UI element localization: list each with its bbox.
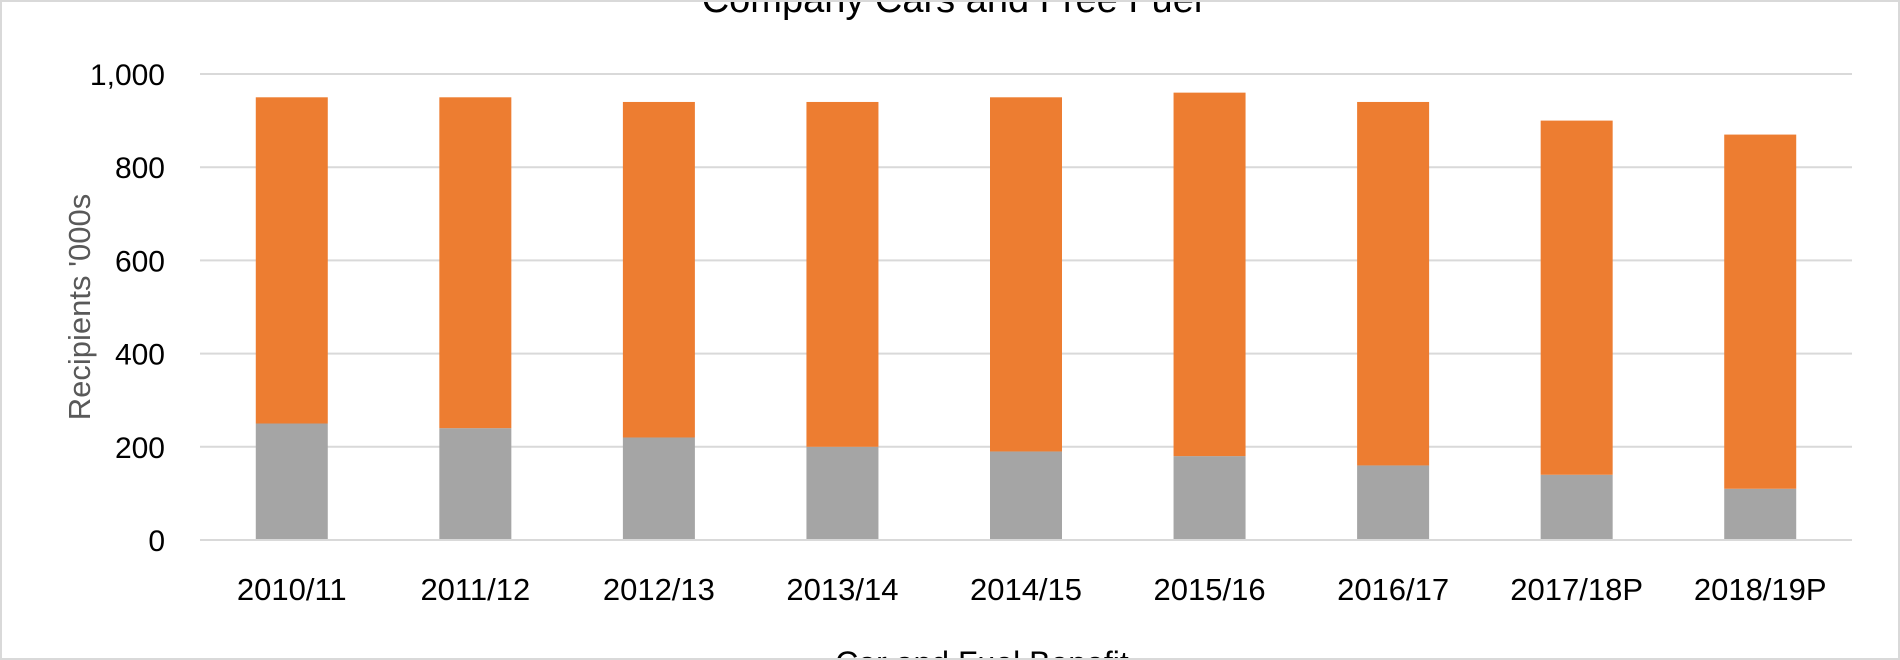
bar-series-1-2012-13 xyxy=(622,437,695,540)
x-tick-label: 2013/14 xyxy=(786,572,898,607)
bar-series-1-2013-14 xyxy=(806,446,879,540)
bars xyxy=(255,92,1797,540)
x-axis-label: Car and Fuel Benefit xyxy=(835,645,1129,658)
bar-series-1-2016-17 xyxy=(1357,465,1430,540)
y-axis-label: Recipients '000s xyxy=(62,194,97,421)
chart-title: Company Cars and Free Fuel xyxy=(702,2,1203,21)
bar-series-1-2015-16 xyxy=(1173,456,1246,540)
y-tick-label: 0 xyxy=(148,525,165,558)
bar-series-2-2010-11 xyxy=(255,97,328,424)
bar-series-2-2015-16 xyxy=(1173,92,1246,457)
y-tick-label: 400 xyxy=(115,339,165,372)
y-tick-label: 200 xyxy=(115,432,165,465)
x-tick-labels: 2010/11 2011/12 2012/13 2013/14 2014/15 2015/… xyxy=(237,572,1827,607)
bar-series-1-2010-11 xyxy=(255,423,328,540)
bar-series-2-2017-18P xyxy=(1540,120,1613,475)
bar-series-2-2011-12 xyxy=(439,97,512,429)
bar-series-2-2013-14 xyxy=(806,101,879,447)
bar-series-1-2018-19P xyxy=(1724,488,1797,540)
x-tick-label: 2014/15 xyxy=(970,572,1082,607)
bar-series-2-2018-19P xyxy=(1724,134,1797,489)
x-tick-label: 2018/19P xyxy=(1694,572,1827,607)
bar-series-1-2017-18P xyxy=(1540,474,1613,540)
bar-series-1-2014-15 xyxy=(990,451,1062,540)
y-tick-label: 800 xyxy=(115,152,165,185)
bar-series-2-2012-13 xyxy=(622,101,695,438)
x-tick-label: 2010/11 xyxy=(237,572,347,607)
y-tick-label: 600 xyxy=(115,245,165,278)
bar-series-1-2011-12 xyxy=(439,428,512,540)
x-tick-label: 2015/16 xyxy=(1154,572,1266,607)
x-tick-label: 2012/13 xyxy=(603,572,715,607)
y-tick-label: 1,000 xyxy=(90,59,165,92)
x-tick-label: 2016/17 xyxy=(1337,572,1449,607)
bar-series-2-2016-17 xyxy=(1357,101,1430,466)
y-tick-labels: 0 200 400 600 800 1,000 xyxy=(90,59,165,558)
x-tick-label: 2011/12 xyxy=(420,572,530,607)
x-tick-label: 2017/18P xyxy=(1510,572,1643,607)
bar-series-2-2014-15 xyxy=(990,97,1062,452)
